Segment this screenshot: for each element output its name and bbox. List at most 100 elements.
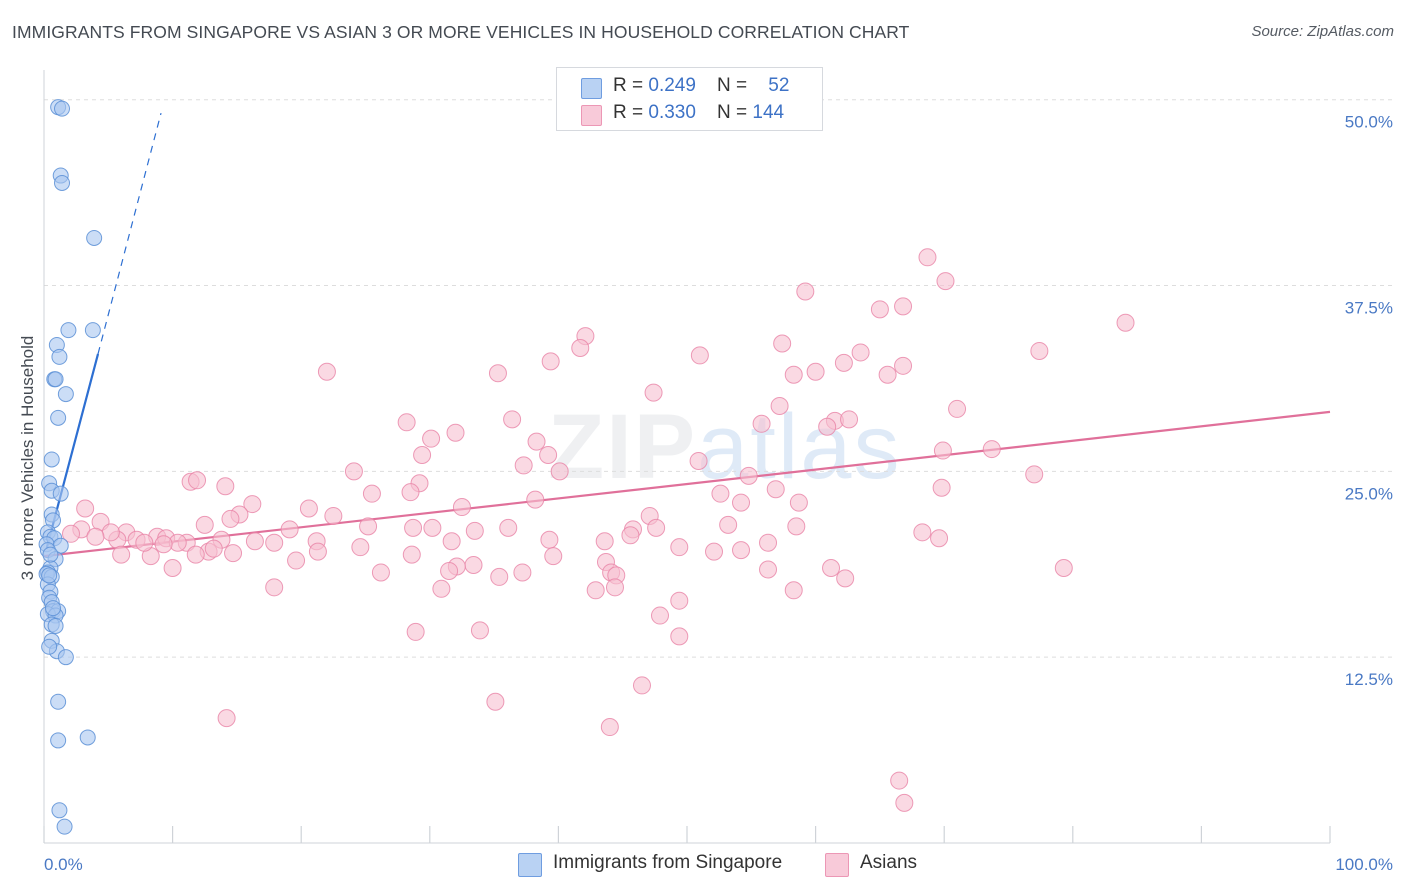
data-point-asians: [933, 441, 952, 460]
data-point-asians: [806, 362, 825, 381]
legend-r-value: 0.249: [648, 75, 696, 96]
data-point-singapore: [41, 638, 58, 655]
data-point-singapore: [41, 567, 58, 584]
data-point-asians: [186, 545, 205, 564]
data-point-asians: [188, 471, 207, 490]
legend-n-label: N =: [717, 102, 753, 123]
legend-swatch-blue: [581, 78, 602, 99]
x-tick-label: 0.0%: [44, 855, 83, 874]
data-point-asians: [544, 547, 563, 566]
bottom-legend-label: Asians: [860, 852, 918, 873]
data-point-asians: [344, 462, 363, 481]
watermark-atlas: atlas: [697, 396, 902, 498]
data-point-singapore: [57, 649, 74, 666]
bottom-legend-swatch-blue: [518, 853, 542, 877]
data-point-asians: [595, 532, 614, 551]
data-point-singapore: [51, 802, 68, 819]
data-point-asians: [851, 343, 870, 362]
data-point-asians: [1030, 341, 1049, 360]
y-tick-label: 12.5%: [1345, 670, 1393, 689]
trend-extension-singapore: [97, 112, 162, 355]
data-point-asians: [752, 414, 771, 433]
data-point-singapore: [47, 617, 64, 634]
data-point-asians: [404, 518, 423, 537]
legend-r-label: R =: [613, 75, 649, 96]
data-point-asians: [490, 567, 509, 586]
data-point-asians: [936, 272, 955, 291]
y-tick-label: 25.0%: [1345, 484, 1393, 503]
data-point-asians: [836, 569, 855, 588]
data-point-asians: [265, 533, 284, 552]
data-point-asians: [632, 676, 651, 695]
data-point-asians: [739, 466, 758, 485]
data-point-asians: [784, 365, 803, 384]
data-point-asians: [351, 538, 370, 557]
data-point-asians: [265, 578, 284, 597]
data-point-asians: [759, 533, 778, 552]
data-point-asians: [890, 771, 909, 790]
data-point-asians: [670, 591, 689, 610]
data-point-asians: [413, 446, 432, 465]
watermark: ZIPatlas: [548, 395, 901, 500]
data-point-asians: [1025, 465, 1044, 484]
data-point-asians: [514, 456, 533, 475]
bottom-legend-label: Immigrants from Singapore: [553, 852, 783, 873]
data-point-asians: [670, 538, 689, 557]
data-point-asians: [221, 509, 240, 528]
data-point-asians: [1116, 313, 1135, 332]
data-point-asians: [470, 621, 489, 640]
data-point-asians: [442, 532, 461, 551]
data-point-asians: [422, 429, 441, 448]
data-point-asians: [586, 581, 605, 600]
data-point-asians: [280, 520, 299, 539]
data-point-asians: [1054, 558, 1073, 577]
data-point-singapore: [50, 409, 67, 426]
legend-r-label: R =: [613, 102, 649, 123]
data-point-asians: [499, 518, 518, 537]
data-point-asians: [895, 793, 914, 812]
data-point-asians: [204, 539, 223, 558]
data-point-asians: [840, 410, 859, 429]
data-point-asians: [308, 542, 327, 561]
data-point-asians: [870, 300, 889, 319]
data-point-asians: [773, 334, 792, 353]
data-point-singapore: [60, 322, 77, 339]
data-point-asians: [465, 521, 484, 540]
legend-text: R = 0.330 N = 144: [613, 102, 784, 124]
data-point-singapore: [51, 348, 68, 365]
points-asians: [62, 248, 1135, 812]
data-point-singapore: [43, 451, 60, 468]
data-point-asians: [317, 362, 336, 381]
data-point-asians: [243, 495, 262, 514]
data-point-singapore: [42, 546, 59, 563]
correlation-legend: R = 0.249 N = 52 R = 0.330 N = 144: [556, 67, 823, 131]
data-point-asians: [397, 413, 416, 432]
data-point-asians: [135, 533, 154, 552]
data-point-asians: [719, 515, 738, 534]
data-point-asians: [796, 282, 815, 301]
data-point-asians: [362, 484, 381, 503]
data-point-asians: [600, 718, 619, 737]
data-point-asians: [770, 396, 789, 415]
data-point-asians: [526, 490, 545, 509]
data-point-singapore: [52, 485, 69, 502]
data-point-asians: [486, 692, 505, 711]
x-tick-label: 100.0%: [1335, 855, 1393, 874]
trend-pink: [43, 410, 1331, 558]
data-point-asians: [217, 709, 236, 728]
legend-n-value: 52: [768, 75, 790, 96]
data-point-asians: [605, 578, 624, 597]
data-point-asians: [711, 484, 730, 503]
data-point-asians: [732, 493, 751, 512]
data-point-asians: [690, 346, 709, 365]
points-singapore: [38, 99, 103, 835]
data-point-asians: [488, 364, 507, 383]
data-point-asians: [894, 297, 913, 316]
data-point-asians: [705, 542, 724, 561]
data-point-asians: [112, 545, 131, 564]
bottom-legend-swatch-pink: [825, 853, 849, 877]
gridlines: [44, 99, 1392, 658]
data-point-asians: [216, 477, 235, 496]
data-point-asians: [371, 563, 390, 582]
